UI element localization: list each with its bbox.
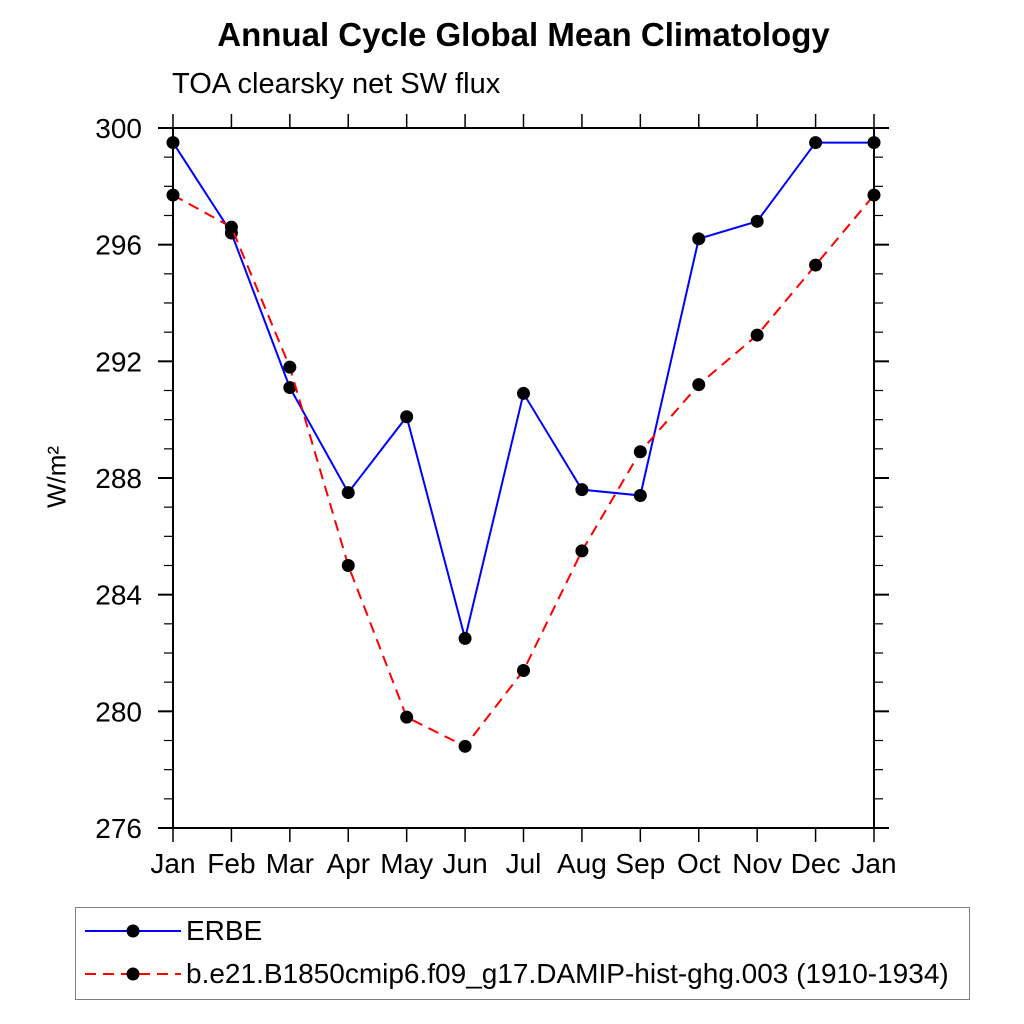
y-tick-label: 276 xyxy=(95,813,142,844)
data-point-marker xyxy=(400,410,414,424)
data-point-marker xyxy=(809,136,823,150)
legend-line-sample-erbe xyxy=(85,924,181,938)
data-point-marker xyxy=(283,360,297,374)
x-tick-label: Sep xyxy=(615,848,665,879)
data-point-marker xyxy=(633,445,647,459)
data-point-marker xyxy=(458,739,472,753)
legend-line-sample-model xyxy=(85,967,181,981)
x-tick-label: Jun xyxy=(443,848,488,879)
series-line-model xyxy=(172,194,875,748)
x-tick-label: Jan xyxy=(851,848,896,879)
x-tick-label: Apr xyxy=(326,848,370,879)
y-tick-label: 292 xyxy=(95,346,142,377)
x-tick-label: Mar xyxy=(266,848,314,879)
legend-item-model: b.e21.B1850cmip6.f09_g17.DAMIP-hist-ghg.… xyxy=(76,953,969,995)
x-tick-label: Dec xyxy=(791,848,841,879)
data-point-marker xyxy=(809,258,823,272)
series-markers-erbe xyxy=(166,136,881,645)
plot-frame xyxy=(172,127,875,829)
data-point-marker xyxy=(633,489,647,502)
data-point-marker xyxy=(341,559,355,572)
y-tick-label: 280 xyxy=(95,696,142,727)
x-axis-ticks: Jan Feb Mar Apr May Jun Jul Aug Sep Oct Nov Dec Jan xyxy=(150,114,897,879)
legend-box: ERBE b.e21.B1850cmip6.f09_g17.DAMIP-hist… xyxy=(75,907,970,1000)
x-tick-label: Nov xyxy=(732,848,782,879)
x-tick-label: Oct xyxy=(677,848,721,879)
data-point-marker xyxy=(166,136,180,150)
chart-subtitle: TOA clearsky net SW flux xyxy=(172,68,501,100)
x-tick-label: Jan xyxy=(150,848,195,879)
x-tick-label: Feb xyxy=(207,848,255,879)
data-point-marker xyxy=(750,328,764,342)
x-tick-label: Jul xyxy=(506,848,542,879)
series-markers-model xyxy=(166,188,881,753)
x-tick-label: Aug xyxy=(557,848,607,879)
data-point-marker xyxy=(517,386,530,400)
legend-marker-dot xyxy=(126,924,140,938)
legend-item-erbe: ERBE xyxy=(76,910,969,952)
data-point-marker xyxy=(692,378,706,392)
data-point-marker xyxy=(517,664,530,677)
x-tick-label: May xyxy=(380,848,433,879)
y-tick-label: 288 xyxy=(95,463,142,494)
data-point-marker xyxy=(575,544,589,558)
y-tick-label: 296 xyxy=(95,230,142,261)
data-point-marker xyxy=(575,483,589,497)
data-point-marker xyxy=(692,232,706,246)
data-point-marker xyxy=(283,381,297,395)
data-point-marker xyxy=(867,136,881,150)
data-point-marker xyxy=(867,188,881,202)
legend-label-erbe: ERBE xyxy=(186,915,263,946)
data-point-marker xyxy=(400,710,414,724)
legend-label-model: b.e21.B1850cmip6.f09_g17.DAMIP-hist-ghg.… xyxy=(186,958,949,989)
chart-title: Annual Cycle Global Mean Climatology xyxy=(217,16,830,53)
data-point-marker xyxy=(458,631,472,645)
y-axis-ticks: 276 280 284 288 292 296 300 xyxy=(95,113,889,844)
data-point-marker xyxy=(750,214,764,228)
data-point-marker xyxy=(224,220,238,234)
legend-marker-dot xyxy=(126,967,140,981)
data-point-marker xyxy=(341,486,355,500)
data-point-marker xyxy=(166,188,180,202)
y-tick-label: 300 xyxy=(95,113,142,144)
y-tick-label: 284 xyxy=(95,580,142,611)
